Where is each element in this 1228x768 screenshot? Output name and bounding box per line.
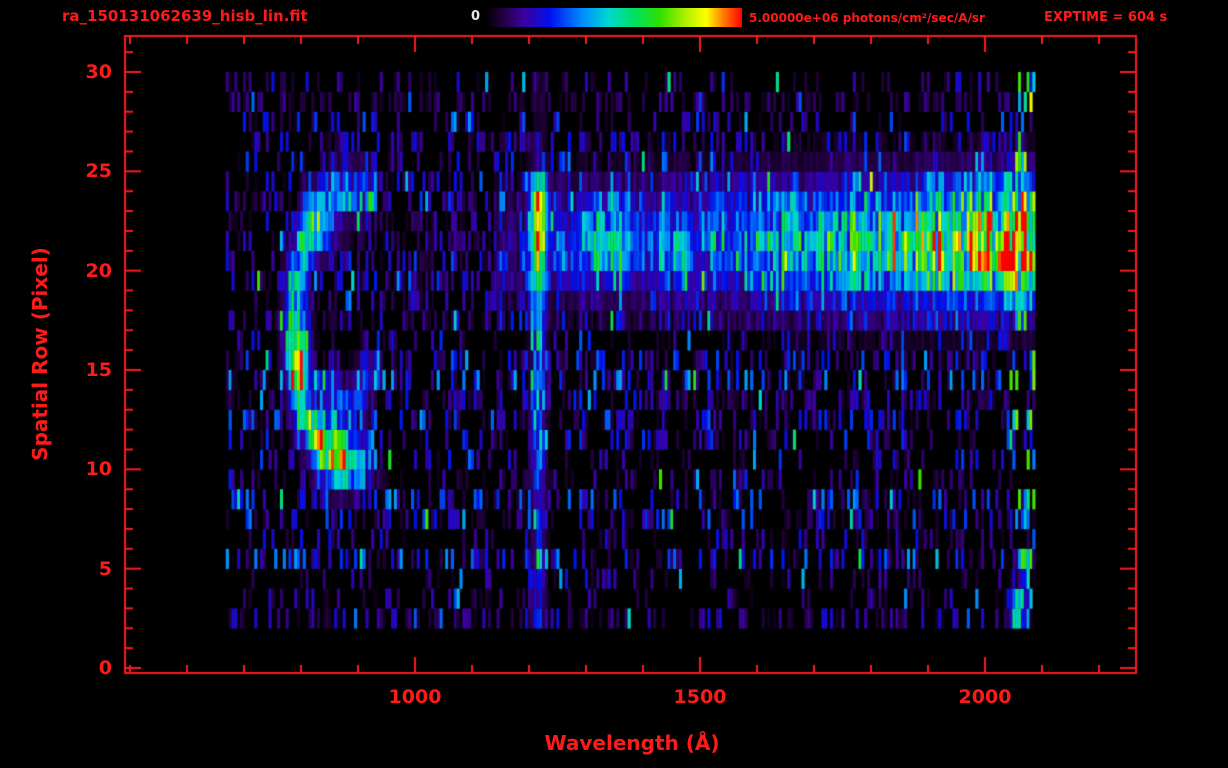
y-tick-label: 0 [98,657,112,679]
y-tick-label: 5 [98,557,112,580]
y-axis-label: Spatial Row (Pixel) [28,247,52,461]
x-tick-label: 1500 [673,686,727,708]
y-tick-label: 30 [85,60,112,83]
y-tick-label: 25 [85,160,112,183]
x-tick-label: 1000 [388,686,442,708]
y-tick-label: 20 [85,259,112,282]
y-tick-label: 15 [85,358,112,381]
x-axis-label: Wavelength (Å) [544,731,720,755]
x-tick-label: 2000 [958,686,1012,708]
y-tick-label: 10 [85,458,112,481]
